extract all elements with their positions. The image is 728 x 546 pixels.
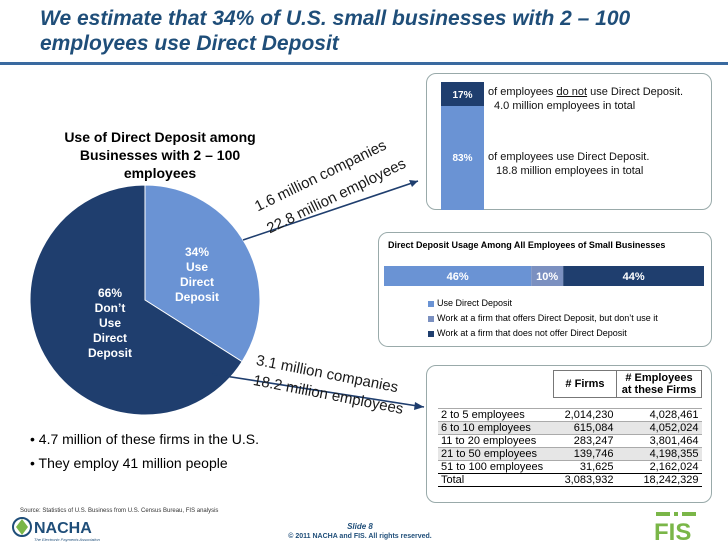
callout-arrowhead-large bbox=[414, 402, 424, 410]
stacked-text-bottom-line1: of employees use Direct Deposit. bbox=[488, 151, 650, 163]
slide-number: Slide 8 bbox=[347, 522, 373, 531]
bullet-1-text: 4.7 million of these firms in the U.S. bbox=[38, 431, 259, 447]
table-row: 11 to 20 employees 283,247 3,801,464 bbox=[438, 434, 702, 448]
usage-segment-offered-label: 10% bbox=[536, 271, 558, 283]
legend-swatch-not-offered bbox=[428, 330, 434, 337]
title-divider bbox=[0, 62, 728, 65]
table-cell-firms: 139,746 bbox=[553, 447, 617, 461]
pie-label-dont-use-3: Direct bbox=[93, 331, 127, 345]
usage-segment-use-label: 46% bbox=[447, 271, 469, 283]
stacked-text-top-pre: of employees bbox=[488, 86, 557, 98]
legend-item-not-offered: Work at a firm that does not offer Direc… bbox=[428, 326, 658, 341]
usage-chart-title: Direct Deposit Usage Among All Employees… bbox=[388, 240, 666, 250]
legend-swatch-offered bbox=[428, 315, 434, 322]
copyright: © 2011 NACHA and FIS. All rights reserve… bbox=[288, 533, 432, 540]
table-cell-employees: 4,198,355 bbox=[616, 447, 702, 461]
stacked-label-top: 17% bbox=[452, 90, 473, 101]
svg-text:The Electronic Payments Associ: The Electronic Payments Association bbox=[34, 537, 101, 542]
table-cell-employees: 18,242,329 bbox=[616, 473, 702, 487]
pie-label-dont-use-0: 66% bbox=[98, 286, 122, 300]
table-row: 2 to 5 employees 2,014,230 4,028,461 bbox=[438, 408, 702, 422]
callout-arrow-small bbox=[242, 180, 419, 241]
table-row: 21 to 50 employees 139,746 4,198,355 bbox=[438, 447, 702, 461]
callout-arrowhead-small bbox=[409, 180, 418, 187]
legend-label-offered: Work at a firm that offers Direct Deposi… bbox=[437, 313, 658, 323]
bullet-1: • 4.7 million of these firms in the U.S. bbox=[30, 431, 259, 447]
pie-label-dont-use-4: Deposit bbox=[88, 346, 132, 360]
table-cell-firms: 31,625 bbox=[553, 460, 617, 474]
usage-segment-use bbox=[384, 266, 532, 286]
pie-label-use-2: Direct bbox=[180, 275, 214, 289]
legend-swatch-use bbox=[428, 300, 434, 307]
table-cell-firms: 283,247 bbox=[553, 434, 617, 448]
stacked-bar-segment-bottom bbox=[441, 106, 484, 210]
table-cell-size: 11 to 20 employees bbox=[438, 434, 554, 448]
stacked-text-top-underline: do not bbox=[556, 86, 588, 98]
bullet-2-text: They employ 41 million people bbox=[38, 455, 228, 471]
usage-segment-not-offered bbox=[563, 266, 704, 286]
table-cell-employees: 4,052,024 bbox=[616, 421, 702, 435]
usage-panel bbox=[378, 232, 712, 347]
stacked-text-top-line2: 4.0 million employees in total bbox=[494, 100, 636, 112]
stacked-bar-segment-top bbox=[441, 82, 484, 106]
table-cell-size: 6 to 10 employees bbox=[438, 421, 554, 435]
firm-size-table: # Firms # Employees at these Firms 2 to … bbox=[438, 370, 702, 487]
legend-label-not-offered: Work at a firm that does not offer Direc… bbox=[437, 328, 627, 338]
table-cell-employees: 4,028,461 bbox=[616, 408, 702, 422]
slide-title: We estimate that 34% of U.S. small busin… bbox=[40, 7, 631, 55]
pie-label-dont-use-2: Use bbox=[99, 316, 121, 330]
fis-logo: FIS bbox=[654, 512, 696, 542]
source-note: Source: Statistics of U.S. Business from… bbox=[20, 508, 219, 514]
table-header-employees: # Employees at these Firms bbox=[616, 370, 702, 398]
table-header-firms: # Firms bbox=[553, 370, 617, 398]
usage-segment-offered bbox=[531, 266, 564, 286]
table-cell-firms: 615,084 bbox=[553, 421, 617, 435]
table-cell-firms: 3,083,932 bbox=[553, 473, 617, 487]
nacha-logo: NACHA The Electronic Payments Associatio… bbox=[12, 517, 101, 542]
stacked-text-bottom-line2: 18.8 million employees in total bbox=[496, 165, 644, 177]
pie-slice-use bbox=[144, 184, 261, 363]
bullet-2: • They employ 41 million people bbox=[30, 455, 228, 471]
svg-text:NACHA: NACHA bbox=[34, 520, 92, 537]
table-header-blank bbox=[438, 371, 554, 398]
stacked-text-top-post: use Direct Deposit. bbox=[587, 86, 684, 98]
svg-text:FIS: FIS bbox=[654, 519, 691, 542]
pie-label-dont-use-1: Don’t bbox=[95, 301, 126, 315]
stacked-text-top: of employees do not use Direct Deposit. bbox=[488, 86, 683, 99]
usage-legend: Use Direct Deposit Work at a firm that o… bbox=[428, 296, 658, 341]
table-cell-employees: 2,162,024 bbox=[616, 460, 702, 474]
pie-label-use-1: Use bbox=[186, 260, 208, 274]
stacked-label-bottom: 83% bbox=[452, 153, 473, 164]
pie-slice-dont-use bbox=[29, 184, 243, 416]
legend-item-offered: Work at a firm that offers Direct Deposi… bbox=[428, 311, 658, 326]
pie-label-use-3: Deposit bbox=[175, 290, 219, 304]
table-row: Total 3,083,932 18,242,329 bbox=[438, 473, 702, 487]
table-cell-size: 51 to 100 employees bbox=[438, 460, 554, 474]
table-cell-size: Total bbox=[438, 473, 554, 487]
callout-arrow-large bbox=[211, 373, 425, 408]
usage-segment-not-offered-label: 44% bbox=[623, 271, 645, 283]
pie-label-use-0: 34% bbox=[185, 245, 209, 259]
table-cell-size: 21 to 50 employees bbox=[438, 447, 554, 461]
legend-item-use: Use Direct Deposit bbox=[428, 296, 658, 311]
legend-label-use: Use Direct Deposit bbox=[437, 298, 513, 308]
pie-chart-title: Use of Direct Deposit among Businesses w… bbox=[64, 129, 256, 181]
table-cell-firms: 2,014,230 bbox=[553, 408, 617, 422]
table-cell-employees: 3,801,464 bbox=[616, 434, 702, 448]
table-header-row: # Firms # Employees at these Firms bbox=[438, 370, 702, 398]
table-cell-size: 2 to 5 employees bbox=[438, 408, 554, 422]
table-row: 51 to 100 employees 31,625 2,162,024 bbox=[438, 460, 702, 474]
table-row: 6 to 10 employees 615,084 4,052,024 bbox=[438, 421, 702, 435]
